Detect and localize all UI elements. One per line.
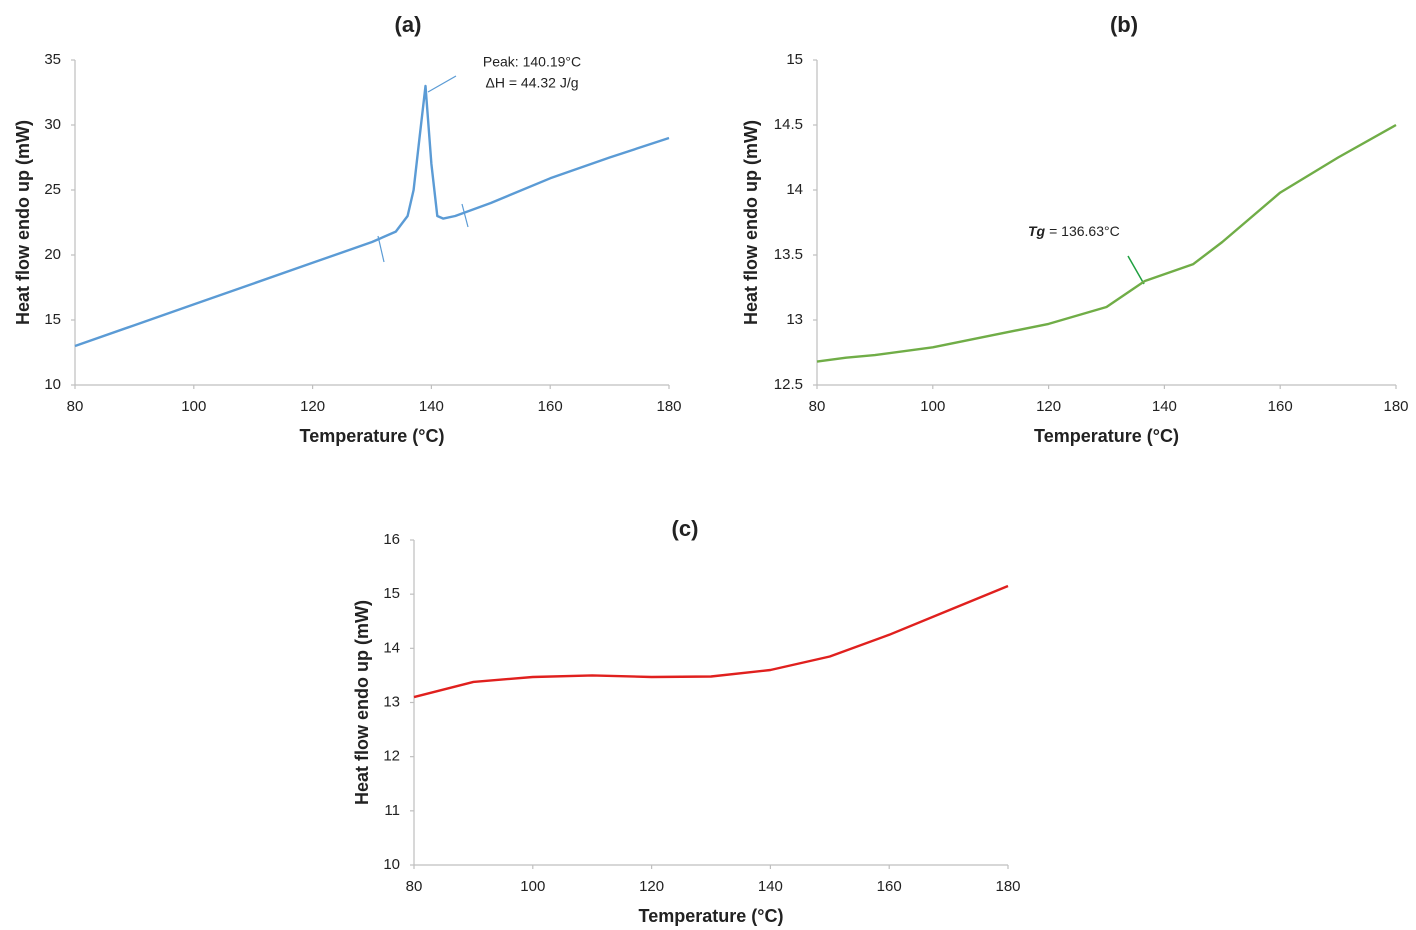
integration-limit	[377, 235, 385, 263]
x-tick-label: 100	[920, 398, 945, 415]
x-tick-label: 80	[809, 398, 826, 415]
y-tick-label: 30	[44, 116, 61, 133]
data-line	[816, 123, 1397, 363]
x-tick-label: 140	[758, 878, 783, 895]
annotation-text: = 136.63°C	[1049, 223, 1120, 239]
y-tick-label: 13.5	[774, 246, 803, 263]
x-axis-label: Temperature (°C)	[639, 906, 784, 926]
y-axis-label: Heat flow endo up (mW)	[13, 120, 33, 325]
data-line	[74, 84, 670, 348]
data-line	[413, 584, 1009, 699]
x-tick-label: 120	[639, 878, 664, 895]
annotation: ΔH = 44.32 J/g	[485, 75, 578, 91]
y-tick-label: 25	[44, 181, 61, 198]
y-tick-label: 14	[383, 639, 400, 656]
x-tick-label: 100	[181, 398, 206, 415]
x-axis-label: Temperature (°C)	[300, 426, 445, 446]
y-tick-label: 14	[786, 181, 803, 198]
x-tick-label: 180	[1383, 398, 1408, 415]
x-tick-label: 120	[300, 398, 325, 415]
y-tick-label: 12	[383, 748, 400, 765]
x-tick-label: 180	[995, 878, 1020, 895]
integration-limit	[461, 203, 469, 228]
y-tick-label: 35	[44, 51, 61, 68]
y-axis-label: Heat flow endo up (mW)	[741, 120, 761, 325]
y-tick-label: 16	[383, 531, 400, 548]
y-tick-label: 10	[383, 856, 400, 873]
y-tick-label: 15	[383, 585, 400, 602]
x-tick-label: 80	[406, 878, 423, 895]
y-tick-label: 13	[383, 693, 400, 710]
annotation: Peak: 140.19°C	[483, 54, 581, 70]
x-axis-label: Temperature (°C)	[1034, 426, 1179, 446]
x-tick-label: 140	[419, 398, 444, 415]
y-tick-label: 20	[44, 246, 61, 263]
panel-title: (a)	[395, 12, 422, 37]
annotation: Tg = 136.63°C	[1028, 223, 1120, 239]
x-tick-label: 160	[538, 398, 563, 415]
annotation-leader	[427, 75, 457, 93]
y-tick-label: 15	[44, 311, 61, 328]
y-tick-label: 15	[786, 51, 803, 68]
y-tick-label: 10	[44, 376, 61, 393]
x-tick-label: 180	[656, 398, 681, 415]
x-tick-label: 160	[1268, 398, 1293, 415]
x-tick-label: 140	[1152, 398, 1177, 415]
y-tick-label: 14.5	[774, 116, 803, 133]
panel-title: (c)	[672, 516, 699, 541]
x-tick-label: 100	[520, 878, 545, 895]
y-tick-label: 11	[384, 802, 400, 819]
y-tick-label: 12.5	[774, 376, 803, 393]
y-axis-label: Heat flow endo up (mW)	[352, 600, 372, 805]
panel-title: (b)	[1110, 12, 1138, 37]
y-tick-label: 13	[786, 311, 803, 328]
annotation-symbol: Tg	[1028, 223, 1046, 239]
x-tick-label: 160	[877, 878, 902, 895]
x-tick-label: 80	[67, 398, 84, 415]
x-tick-label: 120	[1036, 398, 1061, 415]
annotation-leader	[1127, 255, 1145, 285]
